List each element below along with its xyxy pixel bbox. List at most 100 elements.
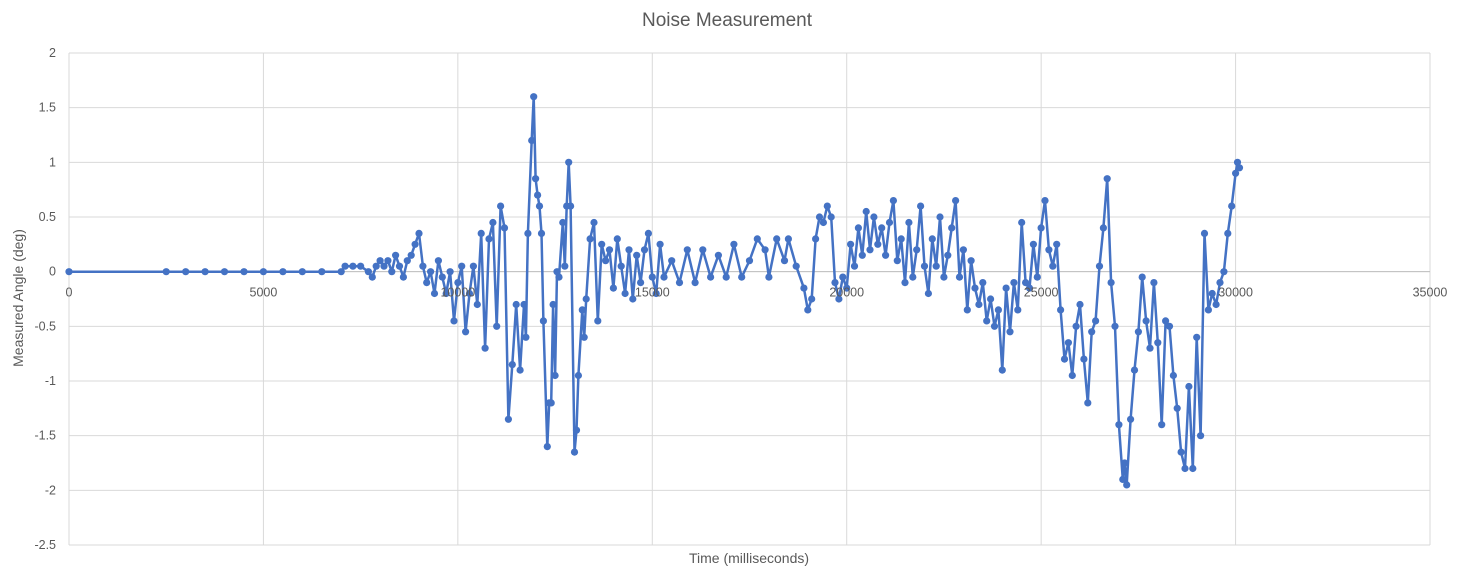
data-point [1014,306,1022,314]
data-point [1029,240,1037,248]
data-point [1146,344,1154,352]
data-point [512,300,520,309]
data-point [924,289,933,298]
grid [68,52,1431,546]
data-point [885,218,894,227]
data-point [648,273,656,281]
data-point [1045,246,1053,254]
data-point [959,246,968,254]
data-point [1057,306,1065,314]
data-point [893,257,901,265]
data-point [574,371,583,380]
x-tick-label: 5000 [250,286,278,300]
data-point [1134,328,1142,336]
data-point [1107,279,1115,287]
x-tick-label: 0 [66,286,73,300]
data-point [858,251,866,259]
data-point [730,240,738,248]
data-point [1025,284,1034,292]
data-point [364,268,372,276]
data-point [722,273,730,281]
data-point [944,251,952,259]
data-point [640,246,649,254]
data-point [497,202,505,210]
data-point [1010,279,1018,287]
data-point [1193,333,1201,341]
data-point [341,262,349,270]
data-point [508,361,516,369]
data-point [1165,322,1174,330]
x-tick-label: 15000 [635,286,670,300]
data-point [602,257,610,265]
data-point [609,284,618,292]
data-point [182,268,190,276]
data-point [1099,224,1107,232]
data-point [780,257,789,265]
data-point [761,246,769,254]
data-point [1224,229,1232,237]
y-tick-label: 1.5 [39,101,56,115]
data-point [987,295,995,303]
data-point [520,300,528,309]
data-point [870,213,878,221]
data-point [384,257,392,265]
data-point [691,279,699,287]
data-point [707,273,715,281]
data-point [1185,382,1193,391]
data-point [504,415,512,423]
data-point [1068,371,1076,380]
data-point [1064,339,1072,347]
data-point [784,235,793,243]
data-point [909,273,917,281]
data-point [1053,240,1061,248]
data-point [1095,262,1104,270]
data-point [162,268,170,276]
data-point [812,235,820,243]
data-point [481,344,489,352]
y-tick-label: 2 [49,46,56,60]
data-point [337,268,345,276]
data-point [559,218,567,227]
data-point [298,268,306,276]
data-point [1123,481,1131,489]
data-point [644,229,653,237]
data-point [279,268,287,276]
data-point [621,289,629,298]
data-point [656,240,664,248]
data-point [376,257,384,265]
data-point [555,273,563,281]
data-point [804,306,812,314]
data-point [613,235,621,243]
data-point [1022,279,1030,287]
data-point [889,197,898,205]
data-point [438,273,446,281]
data-point [201,268,209,276]
data-point [633,251,641,259]
data-point [625,246,633,254]
data-point [586,235,594,243]
data-point [1127,415,1135,423]
data-point [543,443,551,451]
y-tick-label: 0.5 [39,210,56,224]
data-point [65,268,73,276]
data-point [1103,175,1111,183]
data-point [1220,268,1228,276]
data-point [971,284,979,292]
data-point [1130,366,1139,374]
data-point [738,273,746,281]
data-point [998,366,1006,374]
data-point [530,93,538,101]
data-point [955,273,964,281]
data-point [442,289,450,298]
data-point [524,229,532,237]
data-point [878,224,886,232]
data-point [259,268,267,276]
data-point [1092,317,1100,325]
data-point [1162,317,1170,325]
data-point [349,262,357,270]
data-point [1076,300,1084,309]
data-point [843,284,851,292]
data-point [1037,224,1045,232]
data-point [699,246,707,254]
data-point [539,317,548,325]
